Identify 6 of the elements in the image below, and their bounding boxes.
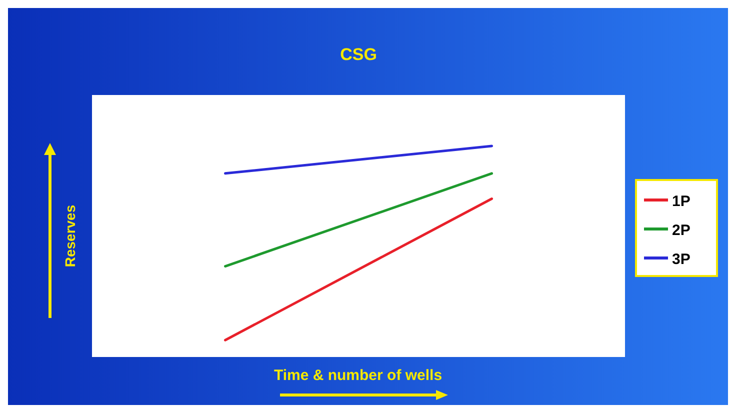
y-axis-title: Reserves xyxy=(62,204,78,268)
legend-label: 3P xyxy=(672,251,690,268)
legend-label: 2P xyxy=(672,222,690,239)
chart-title: CSG xyxy=(340,45,377,64)
legend-label: 1P xyxy=(672,193,690,210)
x-axis-title: Time & number of wells xyxy=(274,367,442,384)
